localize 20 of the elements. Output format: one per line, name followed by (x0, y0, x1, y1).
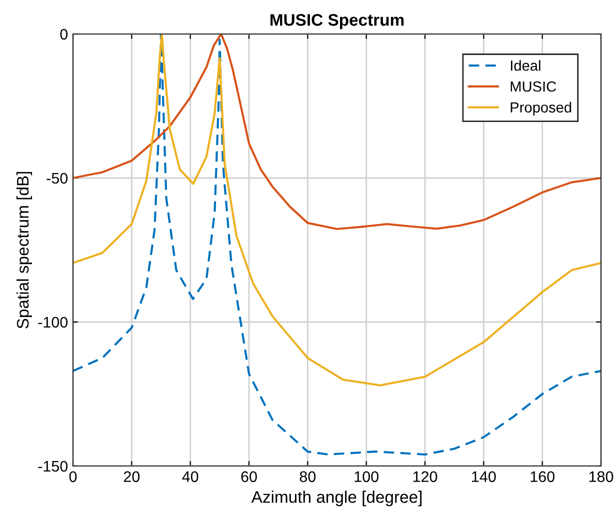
x-tick-label: 80 (300, 471, 316, 482)
y-axis-title: Spatial spectrum [dB] (16, 172, 32, 328)
legend-label: Proposed (510, 102, 572, 116)
chart-title: MUSIC Spectrum (270, 14, 404, 30)
y-tick-label: -100 (38, 316, 68, 328)
y-tick-label: 0 (60, 28, 68, 40)
legend-label: MUSIC (510, 81, 556, 92)
x-tick-label: 120 (413, 471, 438, 482)
legend-label: Ideal (510, 60, 540, 71)
x-tick-label: 60 (241, 471, 257, 482)
x-axis-title: Azimuth angle [degree] (251, 490, 422, 506)
x-tick-label: 100 (354, 471, 378, 482)
x-tick-label: 20 (124, 471, 140, 482)
x-tick-label: 160 (530, 471, 554, 482)
y-tick-label: -50 (46, 172, 68, 184)
x-tick-label: 0 (69, 471, 77, 482)
x-tick-label: 180 (589, 471, 614, 482)
x-tick-label: 40 (182, 471, 198, 482)
y-tick-label: -150 (38, 460, 68, 472)
x-tick-label: 140 (472, 471, 496, 482)
